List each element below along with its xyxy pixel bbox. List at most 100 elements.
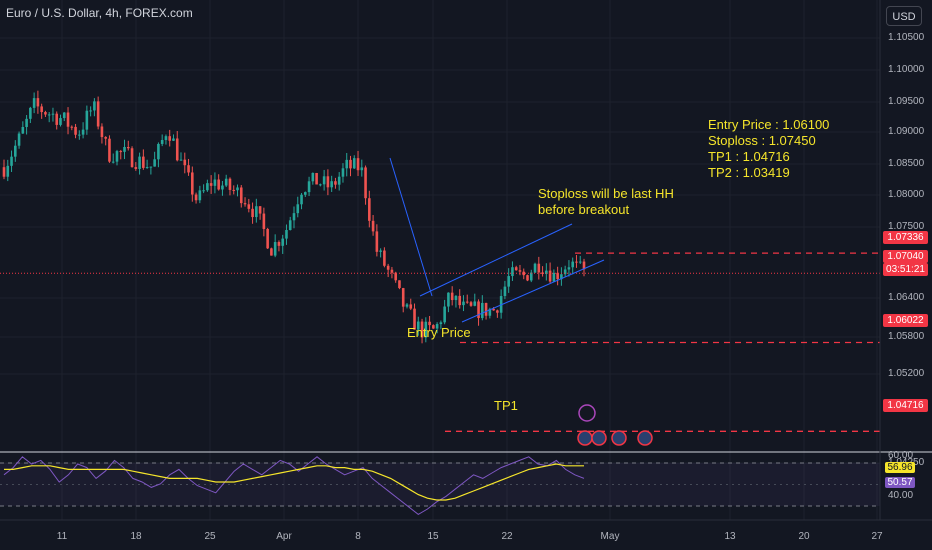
- candle-body: [111, 161, 115, 163]
- candle-body: [503, 286, 507, 297]
- candle-body: [296, 204, 300, 214]
- candle-body: [575, 261, 578, 263]
- downtrend-line: [389, 157, 433, 297]
- candle-body: [78, 134, 81, 136]
- candle-body: [349, 159, 352, 169]
- candle-body: [552, 272, 556, 282]
- time-tick: 8: [355, 531, 361, 542]
- candle-body: [21, 126, 25, 134]
- price-tick: 1.05800: [888, 331, 925, 342]
- candle-body: [371, 220, 375, 232]
- candle-body: [164, 136, 168, 140]
- rsi-pane: [0, 451, 932, 516]
- candle-body: [183, 159, 187, 166]
- candle-body: [10, 156, 13, 166]
- price-tick: 1.06400: [888, 292, 925, 303]
- candle-body: [17, 133, 21, 146]
- candle-body: [288, 220, 292, 231]
- candle-body: [484, 302, 488, 316]
- candle-body: [567, 267, 571, 270]
- candle-body: [187, 165, 190, 173]
- candle-body: [409, 304, 413, 309]
- candle-body: [179, 159, 183, 161]
- candle-body: [44, 112, 47, 115]
- symbol-title: Euro / U.S. Dollar, 4h, FOREX.com: [6, 6, 193, 20]
- candle-body: [416, 321, 420, 330]
- candle-body: [345, 159, 349, 169]
- candle-body: [477, 301, 480, 319]
- candle-body: [582, 261, 586, 270]
- candle-body: [172, 138, 175, 141]
- candle-body: [364, 167, 367, 199]
- candle-body: [6, 165, 10, 177]
- economic-event-icon: [611, 430, 627, 446]
- economic-event-icon: [577, 430, 593, 446]
- candle-body: [511, 267, 514, 277]
- candle-body: [59, 118, 62, 125]
- candle-body: [134, 167, 138, 169]
- candle-body: [341, 168, 345, 177]
- candle-body: [66, 112, 70, 127]
- candle-body: [556, 272, 559, 280]
- candle-body: [194, 194, 198, 201]
- candle-body: [243, 203, 247, 205]
- candle-body: [115, 151, 119, 162]
- last-price-tag: 1.07040: [883, 250, 928, 263]
- time-tick: 22: [501, 531, 513, 542]
- candle-body: [383, 250, 386, 266]
- candle-body: [507, 276, 510, 287]
- candle-body: [469, 302, 473, 306]
- candle-body: [435, 324, 439, 329]
- candle-body: [401, 288, 405, 307]
- rsi-ma-line: [4, 463, 584, 501]
- candle-body: [85, 110, 89, 130]
- time-tick: 27: [871, 531, 883, 542]
- candle-body: [266, 228, 269, 249]
- price-tick: 1.05200: [888, 368, 925, 379]
- candle-body: [130, 148, 134, 168]
- candle-body: [206, 183, 209, 191]
- rsi-tick: 60.00: [888, 450, 914, 461]
- candle-body: [175, 138, 179, 161]
- rsi-value-tag: 50.57: [885, 477, 915, 488]
- candle-body: [70, 126, 74, 128]
- candle-body: [326, 176, 330, 188]
- candle-body: [548, 270, 552, 282]
- candle-body: [142, 156, 145, 168]
- candle-body: [153, 159, 156, 167]
- time-tick: May: [600, 531, 620, 542]
- trade-plan-note: Entry Price : 1.06100 Stoploss : 1.07450…: [708, 117, 830, 180]
- time-tick: 11: [56, 531, 68, 542]
- candle-body: [247, 204, 251, 209]
- event-icon: [578, 404, 596, 422]
- candle-body: [394, 272, 397, 281]
- time-tick: 13: [724, 531, 736, 542]
- time-tick: 20: [798, 531, 810, 542]
- candle-body: [454, 295, 458, 301]
- candle-body: [303, 192, 307, 195]
- rsi-ma-tag: 56.96: [885, 462, 915, 473]
- candle-body: [330, 181, 333, 188]
- entry-price-tag: 1.06022: [883, 314, 928, 327]
- currency-button[interactable]: USD: [886, 6, 922, 26]
- price-tick: 1.09000: [888, 126, 925, 137]
- candle-body: [545, 270, 548, 274]
- stoploss-note: Stoploss will be last HH before breakout: [538, 186, 674, 217]
- candle-body: [292, 213, 296, 221]
- candle-body: [379, 250, 382, 252]
- candle-body: [352, 158, 356, 169]
- candle-body: [368, 198, 371, 221]
- candle-body: [168, 136, 172, 141]
- economic-event-icon: [591, 430, 607, 446]
- price-tick: 1.07500: [888, 221, 925, 232]
- candle-body: [386, 265, 390, 270]
- candle-body: [311, 172, 315, 182]
- candle-body: [526, 275, 529, 281]
- candle-body: [55, 113, 59, 125]
- candle-body: [300, 194, 303, 205]
- time-tick: 25: [204, 531, 216, 542]
- candle-body: [138, 156, 141, 169]
- candle-body: [481, 302, 484, 319]
- channel-lower-line: [461, 259, 605, 323]
